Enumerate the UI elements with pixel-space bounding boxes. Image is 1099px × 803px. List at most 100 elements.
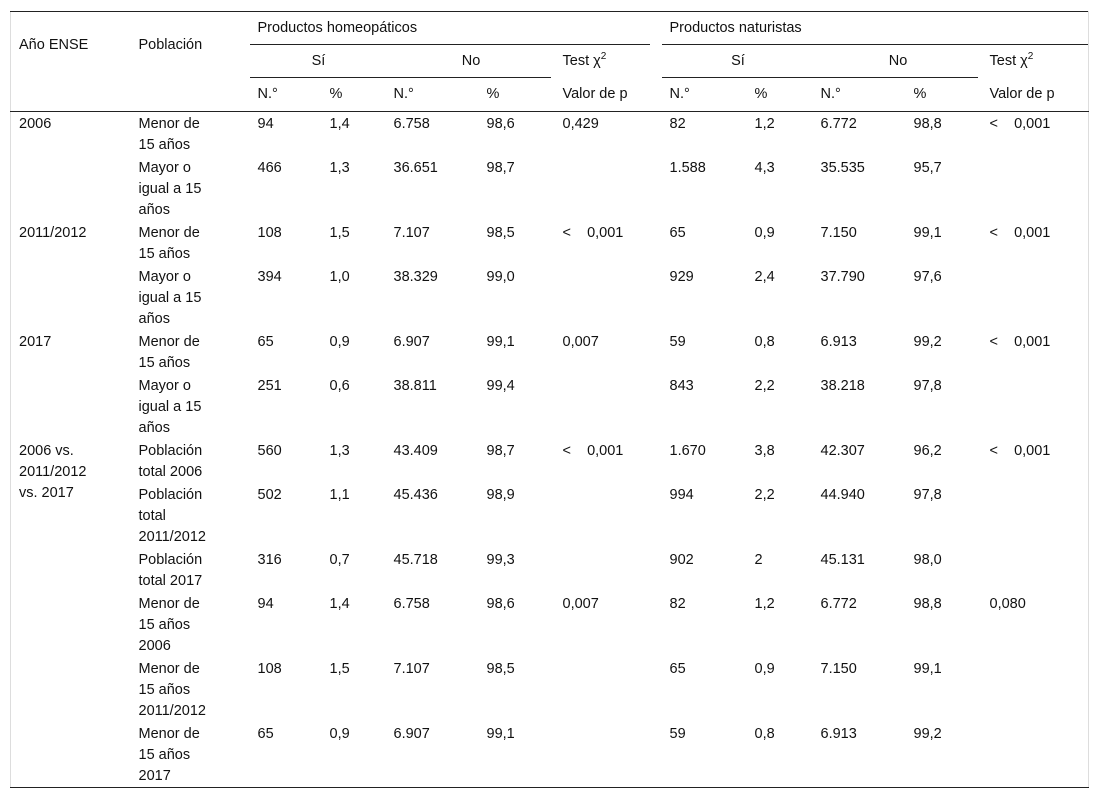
- header-text: Test χ: [989, 53, 1028, 69]
- p-value-cell: < 0,001: [562, 225, 624, 241]
- empty-cell: [555, 374, 662, 439]
- value-cell: 98,5: [486, 225, 515, 241]
- value-cell: 98,7: [486, 443, 515, 459]
- header-cell: Año ENSE: [19, 36, 89, 53]
- population-cell: Población total 2006: [138, 443, 203, 480]
- empty-cell: [982, 265, 1089, 330]
- header-cell: N.°: [661, 78, 747, 112]
- superscript: 2: [600, 51, 607, 63]
- table-body: 2006 Menor de 15 años 94 1,4 6.758 98,6 0,429 8…: [11, 112, 1089, 788]
- value-cell: 59: [669, 726, 686, 742]
- value-cell: 1.670: [669, 443, 706, 459]
- value-cell: 843: [669, 378, 694, 394]
- population-cell: Mayor o igual a 15 años: [138, 160, 202, 218]
- value-cell: 1,2: [754, 116, 775, 132]
- population-cell: Población total 2017: [138, 552, 203, 589]
- value-cell: 99,1: [913, 661, 942, 677]
- table-row: Mayor o igual a 15 años 394 1,0 38.329 99,0 9…: [11, 265, 1089, 330]
- value-cell: 97,8: [913, 378, 942, 394]
- value-cell: 0,7: [329, 552, 350, 568]
- value-cell: 98,5: [486, 661, 515, 677]
- value-cell: 42.307: [820, 443, 865, 459]
- population-cell: Población total 2011/2012: [138, 487, 206, 545]
- header-cell: Valor de p: [981, 78, 1089, 112]
- empty-cell: [555, 156, 662, 221]
- empty-cell: [555, 722, 662, 788]
- p-value-cell: 0,429: [562, 116, 599, 132]
- value-cell: 2,2: [754, 487, 775, 503]
- empty-cell: [555, 265, 662, 330]
- value-cell: 99,2: [913, 726, 942, 742]
- year-cell: 2017: [19, 334, 52, 350]
- value-cell: 7.107: [393, 661, 430, 677]
- value-cell: 44.940: [820, 487, 865, 503]
- table-row: 2017 Menor de 15 años 65 0,9 6.907 99,1 0,007 5…: [11, 330, 1089, 374]
- superscript: 2: [1027, 51, 1034, 63]
- value-cell: 98,8: [913, 116, 942, 132]
- value-cell: 43.409: [393, 443, 438, 459]
- value-cell: 97,6: [913, 269, 942, 285]
- value-cell: 82: [669, 116, 686, 132]
- p-value-cell: < 0,001: [989, 443, 1051, 459]
- p-value-cell: 0,007: [562, 334, 599, 350]
- value-cell: 2: [754, 552, 763, 568]
- empty-cell: [982, 483, 1089, 548]
- table-row: Menor de 15 años 2011/2012 108 1,5 7.107 98,…: [11, 657, 1089, 722]
- value-cell: 6.758: [393, 116, 430, 132]
- value-cell: 1,2: [754, 596, 775, 612]
- value-cell: 99,4: [486, 378, 515, 394]
- value-cell: 98,6: [486, 116, 515, 132]
- value-cell: 1,3: [329, 160, 350, 176]
- data-table: Año ENSE Población Productos homeopático…: [10, 11, 1090, 788]
- p-value-cell: 0,080: [989, 596, 1026, 612]
- value-cell: 6.913: [820, 334, 857, 350]
- value-cell: 94: [257, 116, 274, 132]
- value-cell: 929: [669, 269, 694, 285]
- value-cell: 36.651: [393, 160, 438, 176]
- value-cell: 1,4: [329, 116, 350, 132]
- value-cell: 7.107: [393, 225, 430, 241]
- value-cell: 1,4: [329, 596, 350, 612]
- value-cell: 99,3: [486, 552, 515, 568]
- header-cell: Test χ2: [555, 45, 662, 78]
- value-cell: 6.907: [393, 726, 430, 742]
- value-cell: 99,1: [913, 225, 942, 241]
- value-cell: 6.907: [393, 334, 430, 350]
- value-cell: 65: [257, 334, 274, 350]
- year-cell: 2006: [19, 116, 52, 132]
- value-cell: 98,7: [486, 160, 515, 176]
- table-row: Menor de 15 años 2017 65 0,9 6.907 99,1 59 0,8…: [11, 722, 1089, 788]
- value-cell: 95,7: [913, 160, 942, 176]
- table-header: Año ENSE Población Productos homeopático…: [10, 11, 1089, 112]
- value-cell: 98,0: [913, 552, 942, 568]
- empty-cell: [982, 657, 1089, 722]
- value-cell: 6.772: [820, 116, 857, 132]
- header-cell: N.°: [812, 78, 906, 112]
- p-value-cell: 0,007: [562, 596, 599, 612]
- value-cell: 65: [669, 661, 686, 677]
- empty-cell: [982, 156, 1089, 221]
- value-cell: 1,5: [329, 225, 350, 241]
- empty-cell: [982, 548, 1089, 592]
- value-cell: 96,2: [913, 443, 942, 459]
- value-cell: 45.718: [393, 552, 438, 568]
- header-cell: [130, 78, 250, 112]
- value-cell: 65: [257, 726, 274, 742]
- value-cell: 82: [669, 596, 686, 612]
- population-cell: Menor de 15 años: [138, 334, 200, 371]
- value-cell: 6.913: [820, 726, 857, 742]
- empty-cell: [555, 483, 662, 548]
- header-cell: Valor de p: [554, 78, 662, 112]
- value-cell: 0,8: [754, 334, 775, 350]
- table-row: Población total 2017 316 0,7 45.718 99,3 902 2…: [11, 548, 1089, 592]
- p-value-cell: < 0,001: [989, 334, 1051, 350]
- p-value-cell: < 0,001: [989, 225, 1051, 241]
- value-cell: 99,0: [486, 269, 515, 285]
- value-cell: 65: [669, 225, 686, 241]
- header-cell: No: [812, 45, 982, 78]
- table-row: Menor de 15 años 2006 94 1,4 6.758 98,6 0,007…: [11, 592, 1089, 657]
- value-cell: 0,6: [329, 378, 350, 394]
- population-cell: Menor de 15 años 2017: [138, 726, 200, 784]
- header-cell: Sí: [249, 45, 386, 78]
- value-cell: 94: [257, 596, 274, 612]
